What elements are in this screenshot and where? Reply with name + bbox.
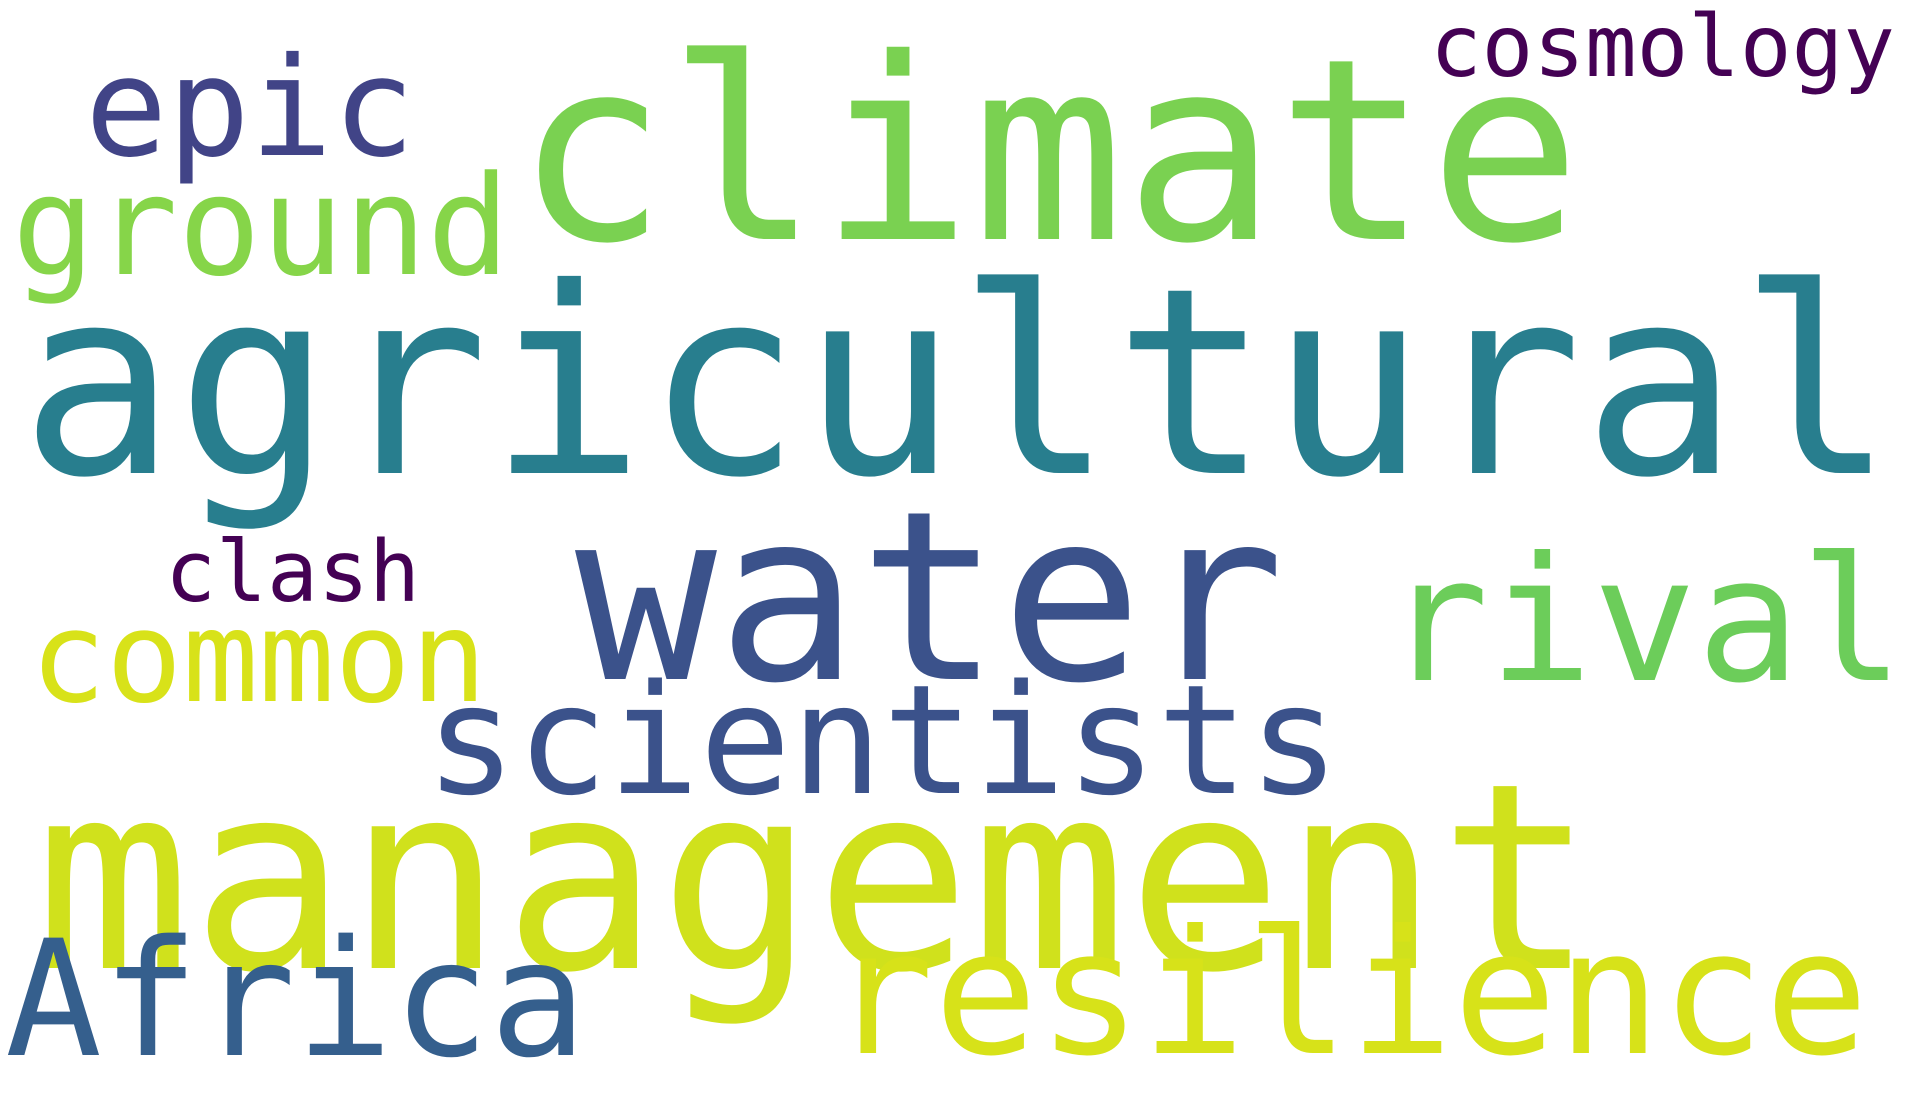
word-africa: Africa — [5, 906, 587, 1093]
word-common: common — [30, 584, 487, 731]
word-cosmology: cosmology — [1430, 0, 1895, 97]
word-rival: rival — [1385, 520, 1905, 721]
word-agricultural: agricultural — [20, 233, 1895, 535]
word-water: water — [575, 460, 1285, 735]
word-scientists: scientists — [425, 652, 1340, 829]
word-clash: clash — [165, 522, 420, 621]
word-management: management — [35, 728, 1595, 1030]
word-climate: climate — [515, 4, 1582, 299]
word-ground: ground — [12, 146, 510, 307]
word-epic: epic — [85, 29, 415, 188]
word-resilience: resilience — [830, 892, 1869, 1094]
